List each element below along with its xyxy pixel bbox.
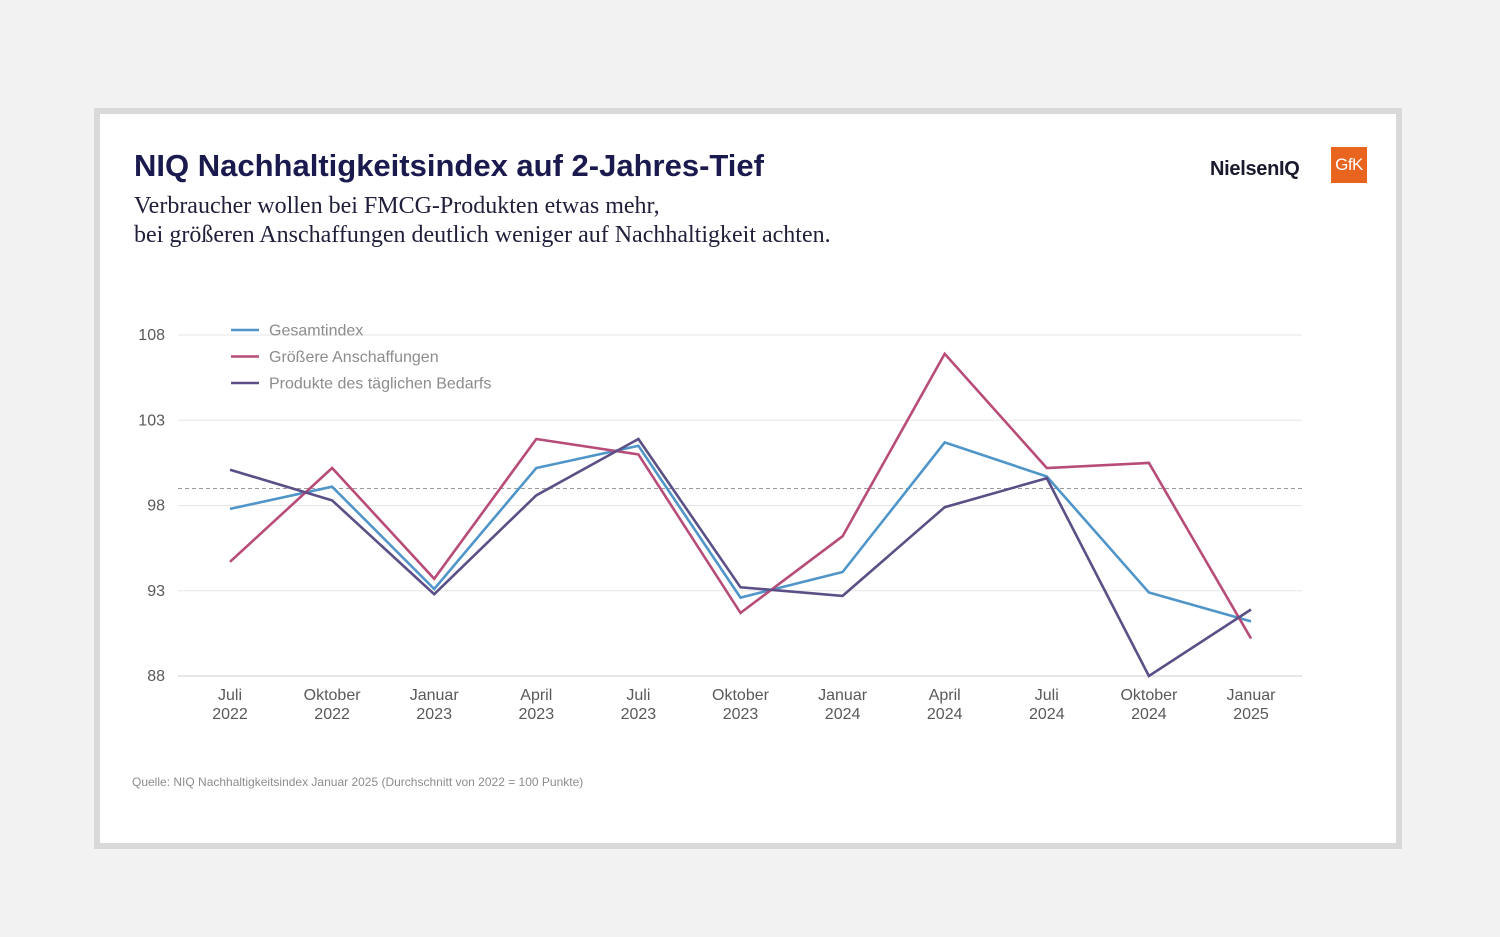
x-tick-label-year: 2024 bbox=[927, 706, 963, 723]
legend-label-2: Größere Anschaffungen bbox=[269, 349, 439, 366]
x-tick-label-year: 2022 bbox=[212, 706, 248, 723]
series-line-2 bbox=[229, 351, 1253, 640]
x-tick-label: Oktober bbox=[304, 687, 362, 704]
subtitle-line-1: Verbraucher wollen bei FMCG-Produkten et… bbox=[134, 193, 660, 219]
x-tick-label-year: 2023 bbox=[416, 706, 452, 723]
x-tick-label: Juli bbox=[626, 687, 650, 704]
x-tick-label-year: 2023 bbox=[723, 706, 759, 723]
chart-card: NIQ Nachhaltigkeitsindex auf 2-Jahres-Ti… bbox=[94, 108, 1402, 849]
x-tick-label-year: 2024 bbox=[1131, 706, 1167, 723]
x-tick-label: April bbox=[520, 687, 552, 704]
x-tick-label: Juli bbox=[1035, 687, 1059, 704]
x-tick-label-year: 2024 bbox=[825, 706, 861, 723]
series-line-3 bbox=[229, 437, 1252, 678]
x-tick-label-year: 2023 bbox=[519, 706, 555, 723]
x-tick-label-year: 2023 bbox=[621, 706, 657, 723]
series-line-1 bbox=[229, 440, 1252, 623]
x-tick-label: April bbox=[929, 687, 961, 704]
x-tick-label: Januar bbox=[818, 687, 868, 704]
x-tick-label: Oktober bbox=[1120, 687, 1178, 704]
x-tick-label: Oktober bbox=[712, 687, 770, 704]
legend-label-3: Produkte des täglichen Bedarfs bbox=[269, 376, 491, 393]
y-tick-label: 88 bbox=[147, 668, 165, 685]
x-tick-label: Juli bbox=[218, 687, 242, 704]
chart-title: NIQ Nachhaltigkeitsindex auf 2-Jahres-Ti… bbox=[134, 148, 764, 183]
x-tick-label: Januar bbox=[1227, 687, 1277, 704]
y-tick-label: 98 bbox=[147, 498, 165, 515]
nielseniq-logo: NielsenIQ bbox=[1210, 158, 1300, 180]
y-tick-label: 93 bbox=[147, 583, 165, 600]
x-tick-label-year: 2022 bbox=[314, 706, 350, 723]
y-tick-label: 103 bbox=[138, 412, 165, 429]
chart-subtitle: Verbraucher wollen bei FMCG-Produkten et… bbox=[134, 192, 831, 250]
gfk-logo: GfK bbox=[1331, 147, 1367, 183]
x-tick-label: Januar bbox=[410, 687, 460, 704]
subtitle-line-2: bei größeren Anschaffungen deutlich weni… bbox=[134, 222, 831, 248]
source-note: Quelle: NIQ Nachhaltigkeitsindex Januar … bbox=[132, 775, 584, 789]
x-tick-label-year: 2025 bbox=[1233, 706, 1269, 723]
x-tick-label-year: 2024 bbox=[1029, 706, 1065, 723]
legend-label-1: Gesamtindex bbox=[269, 323, 363, 340]
y-tick-label: 108 bbox=[138, 327, 165, 344]
